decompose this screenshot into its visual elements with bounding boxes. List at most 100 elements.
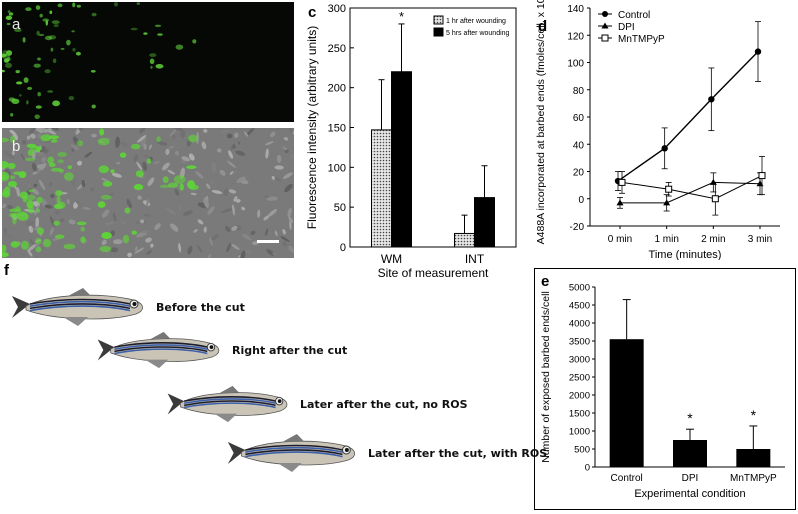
cell-texture [49,227,54,236]
fluorescent-cell [15,206,21,212]
cell-texture [137,195,142,200]
cell-texture [231,225,238,231]
fluorescent-cell [36,227,45,235]
zebrafish-icon [97,331,220,369]
fluorescent-cell [143,32,148,35]
y-tick-label: 100 [328,162,346,174]
fluorescent-cell [42,18,50,22]
cell-texture [71,178,77,187]
data-point-triangle [709,178,717,185]
y-tick-label: 2500 [569,373,590,384]
micrograph-a: a [2,2,294,122]
cell-texture [145,237,152,243]
fish-row-before: Before the cut [8,284,245,330]
cell-texture [226,242,232,253]
fluorescent-cell [9,212,20,218]
cell-texture [4,152,15,159]
fluorescent-cell [22,195,28,203]
cell-texture [224,226,231,233]
fluorescent-cell [76,140,84,147]
fluorescent-cell [47,156,55,165]
cell-texture [169,128,177,137]
y-tick-label: 60 [573,113,585,124]
cell-texture [180,129,186,139]
panel-label-e: e [541,273,550,290]
cell-texture [44,204,53,209]
cell-texture [217,148,222,153]
bar-mntmpyp [736,449,771,467]
zebrafish-shape [12,288,143,326]
fluorescent-cell [22,37,26,43]
fluorescent-cell [13,171,22,175]
cell-texture [141,229,149,234]
cell-texture [226,160,237,168]
fluorescent-cell [39,13,43,18]
cell-texture [280,236,290,242]
fluorescent-cell [179,183,184,191]
cell-texture [271,176,276,180]
fluorescent-cell [192,39,197,44]
panel-label-a: a [12,16,21,33]
cell-texture [28,225,34,233]
fish-stripe [114,344,208,350]
cell-texture [42,128,54,133]
panel-label-c: c [308,4,317,21]
cell-texture [183,210,193,216]
cell-texture [33,183,38,188]
fluorescent-cell [6,50,13,56]
fluorescent-cell [37,92,41,97]
cell-texture [201,141,207,150]
cell-texture [133,154,139,162]
cell-texture [82,207,91,210]
legend-marker [601,34,609,42]
fluorescent-cell [37,57,41,61]
fluorescent-cell [36,146,41,153]
fluorescent-cell [52,58,57,64]
cell-texture [153,160,160,165]
y-tick-label: 20 [573,168,585,179]
y-tick-label: 5000 [569,283,590,294]
cell-texture [104,221,115,225]
cell-texture [250,230,256,236]
zebrafish-icon [227,434,355,472]
fluorescent-cell [57,152,68,157]
micrograph-a-image [2,2,197,120]
cell-texture [24,221,37,226]
zebrafish-icon [12,288,143,326]
fish-anal-fin [277,463,302,472]
cell-texture [228,189,237,194]
cell-texture [41,156,47,163]
fluorescent-cell [131,230,138,235]
fluorescent-cell [119,152,127,158]
fluorescent-cell [97,201,106,208]
fluorescent-cell [67,165,73,170]
chart-d-svg: -20 0 20 40 60 80 100 120 140 0 min 1 min 2 min 3 mi… [535,0,780,261]
fish-tail [97,339,115,361]
cell-texture [197,244,203,254]
cell-texture [101,239,107,246]
fluorescent-cell [167,182,179,188]
cell-texture [38,179,46,191]
fluorescent-cell [76,4,82,8]
chart-e-svg: 0 500 1000 1500 2000 2500 3000 3500 4000 4500 5000… [540,283,785,500]
fluorescent-cell [173,175,186,184]
fluorescent-cell [187,180,195,189]
fish-stripe [29,300,131,307]
fluorescent-cell [80,226,85,232]
fluorescent-cell [146,158,152,164]
y-tick-label: 140 [567,4,584,15]
panel-label-b: b [12,138,21,155]
cell-texture [274,177,282,182]
data-point-circle [708,96,715,103]
fluorescent-cell [99,128,105,136]
cell-texture [274,165,284,170]
cell-texture [148,144,152,150]
fluorescent-cell [102,181,113,187]
cell-texture [171,134,177,140]
y-tick-label: 250 [328,43,346,55]
fish-stripe [114,342,208,348]
cell-texture [137,135,147,143]
y-tick-label: 1500 [569,409,590,420]
cell-texture [142,174,148,183]
x-axis-label: Time (minutes) [649,249,722,260]
